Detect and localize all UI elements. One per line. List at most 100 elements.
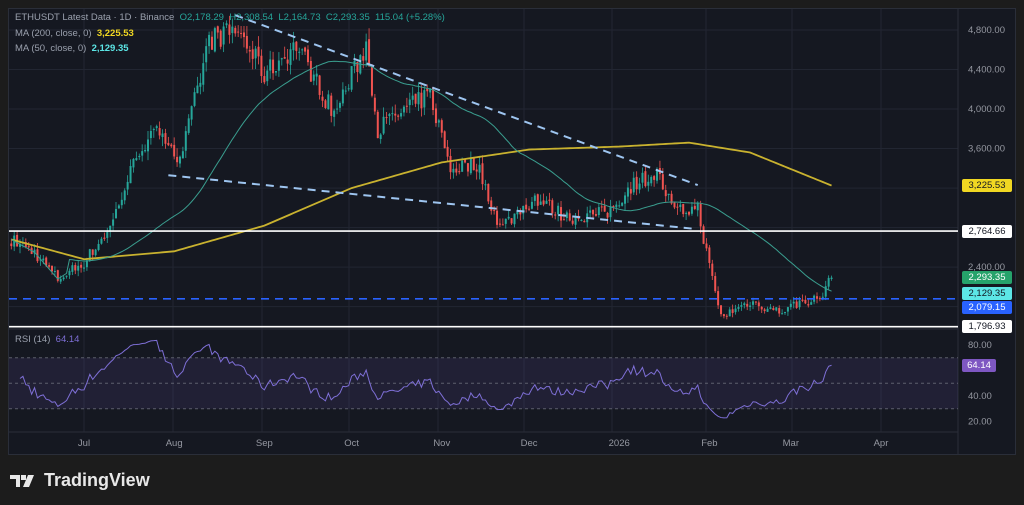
candle-body — [667, 193, 670, 196]
candle-body — [562, 219, 565, 221]
candle-body — [187, 118, 190, 133]
candle-body — [80, 264, 83, 268]
ma200-value: 3,225.53 — [96, 28, 134, 39]
time-axis-tick: Dec — [521, 438, 538, 449]
candle-body — [592, 209, 595, 215]
candle-body — [650, 176, 653, 184]
candle-body — [458, 171, 461, 173]
ma200-label: MA (200, close, 0) — [15, 28, 92, 39]
candle-body — [272, 59, 275, 74]
candle-body — [254, 48, 257, 59]
candle-body — [193, 92, 196, 106]
candle-body — [420, 92, 423, 109]
price-axis-tick: 4,800.00 — [968, 25, 1005, 36]
candle-body — [516, 211, 519, 215]
candle-body — [161, 133, 164, 138]
price-tag: 1,796.93 — [962, 320, 1012, 334]
candle-body — [388, 114, 391, 117]
candle-body — [452, 168, 455, 173]
candle-body — [402, 106, 405, 113]
candle-body — [39, 259, 42, 261]
candle-body — [786, 307, 789, 312]
candle-body — [504, 218, 507, 224]
trendline — [168, 174, 693, 230]
candle-body — [376, 111, 379, 139]
candle-body — [725, 315, 728, 317]
candle-body — [62, 277, 65, 280]
candle-body — [536, 194, 539, 206]
candle-body — [461, 160, 464, 172]
candle-body — [560, 207, 563, 221]
candle-body — [629, 189, 632, 194]
candle-body — [45, 257, 48, 266]
candle-body — [632, 177, 635, 193]
ma50-legend[interactable]: MA (50, close, 0) 2,129.35 — [15, 43, 129, 54]
candle-body — [263, 76, 266, 83]
candle-body — [615, 204, 618, 208]
candle-body — [760, 306, 763, 310]
candle-body — [478, 164, 481, 173]
symbol-legend: ETHUSDT Latest Data · 1D · Binance O2,17… — [15, 12, 445, 23]
trendline — [234, 14, 699, 187]
rsi-line — [19, 339, 832, 419]
candle-body — [257, 46, 260, 57]
candle-body — [205, 46, 208, 63]
candle-body — [164, 133, 167, 144]
candle-body — [417, 92, 420, 105]
price-tag: 2,764.66 — [962, 224, 1012, 238]
candle-body — [737, 306, 740, 309]
candle-body — [644, 171, 647, 187]
ma200-legend[interactable]: MA (200, close, 0) 3,225.53 — [15, 28, 134, 39]
candle-body — [19, 243, 22, 247]
candle-body — [580, 219, 583, 221]
candle-body — [722, 314, 725, 317]
candle-body — [304, 47, 307, 52]
ohlc-change: 115.04 (+5.28%) — [375, 12, 445, 23]
candle-body — [173, 144, 176, 157]
candle-body — [42, 258, 45, 261]
candle-body — [373, 97, 376, 112]
candle-body — [48, 265, 51, 267]
candle-body — [158, 128, 161, 136]
rsi-axis-tick: 40.00 — [968, 391, 992, 402]
candle-body — [519, 211, 522, 215]
candle-body — [807, 304, 810, 306]
candle-body — [202, 63, 205, 85]
candle-body — [260, 55, 263, 77]
candle-body — [612, 206, 615, 208]
candle-body — [533, 195, 536, 201]
candle-body — [443, 131, 446, 149]
ma50-value: 2,129.35 — [91, 43, 129, 54]
candle-body — [120, 199, 123, 206]
candle-body — [455, 168, 458, 173]
ohlc-close: C2,293.35 — [325, 12, 370, 23]
candle-body — [411, 95, 414, 100]
candle-body — [728, 309, 731, 317]
rsi-legend[interactable]: RSI (14) 64.14 — [15, 334, 79, 345]
candle-body — [184, 131, 187, 151]
candle-body — [574, 215, 577, 225]
candle-body — [606, 212, 609, 218]
time-axis-tick: Aug — [166, 438, 183, 449]
candle-body — [216, 26, 219, 33]
price-axis-tick: 3,600.00 — [968, 144, 1005, 155]
time-axis-tick: Sep — [256, 438, 273, 449]
candle-body — [487, 183, 490, 202]
rsi-tag: 64.14 — [962, 358, 996, 372]
time-axis-tick: Apr — [874, 438, 889, 449]
candle-body — [498, 223, 501, 225]
candle-body — [109, 225, 112, 232]
tradingview-logo[interactable]: TradingView — [10, 470, 150, 491]
rsi-label: RSI (14) — [15, 334, 51, 345]
candle-body — [766, 308, 769, 312]
candle-body — [129, 166, 132, 184]
time-axis-tick: 2026 — [609, 438, 630, 449]
candle-body — [446, 146, 449, 157]
candle-body — [496, 210, 499, 225]
candle-body — [682, 204, 685, 215]
candle-body — [112, 219, 115, 226]
candle-body — [362, 56, 365, 61]
brand-name: TradingView — [44, 470, 150, 490]
candle-body — [309, 60, 312, 82]
